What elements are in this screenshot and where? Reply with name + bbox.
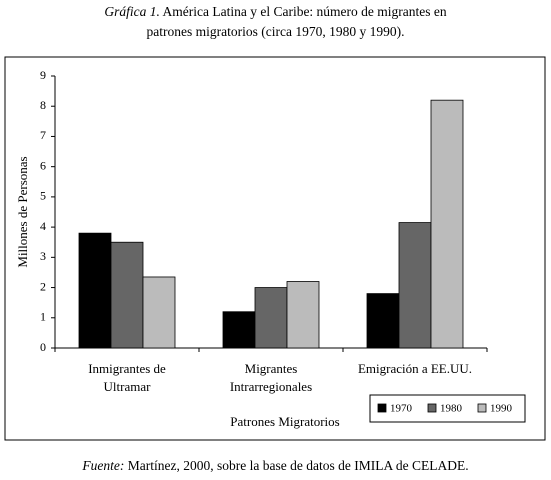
bar: [142, 276, 176, 349]
y-axis-label: Millones de Personas: [15, 156, 30, 267]
title: Gráfica 1. América Latina y el Caribe: n…: [95, 2, 456, 42]
bar: [110, 241, 144, 349]
y-tick-label: 8: [40, 98, 46, 112]
legend-label: 1980: [440, 403, 463, 415]
legend-box: [369, 394, 526, 423]
y-tick-label: 9: [40, 68, 46, 82]
x-tick-label: Emigración a EE.UU.: [357, 361, 473, 376]
x-tick-label: Inmigrantes de Ultramar: [88, 361, 166, 394]
y-tick-label: 4: [40, 219, 46, 233]
x-axis-label: Patrones Migratorios: [230, 414, 339, 429]
bar: [366, 293, 400, 349]
source-label: Fuente:: [82, 458, 125, 473]
source-text: Martínez, 2000, sobre la base de datos d…: [127, 458, 469, 473]
legend-label: 1990: [490, 403, 513, 415]
bar: [286, 281, 320, 349]
source: Fuente: Martínez, 2000, sobre la base de…: [0, 458, 551, 474]
legend-swatch: [477, 403, 487, 413]
y-tick-label: 5: [40, 189, 46, 203]
frame: [4, 56, 546, 441]
bar: [254, 287, 288, 349]
bar: [78, 232, 112, 349]
title-label: Gráfica 1.: [104, 4, 160, 19]
legend-label: 1970: [390, 403, 413, 415]
legend-swatch: [377, 403, 387, 413]
y-tick-label: 1: [40, 310, 46, 324]
y-tick-label: 2: [40, 279, 46, 293]
bar: [430, 99, 464, 349]
title-text: América Latina y el Caribe: número de mi…: [146, 4, 447, 39]
y-tick-label: 6: [40, 158, 46, 172]
legend-swatch: [427, 403, 437, 413]
y-tick-label: 0: [40, 340, 46, 354]
y-tick-label: 7: [40, 128, 46, 142]
x-tick-label: Migrantes Intrarregionales: [229, 361, 313, 394]
y-tick-label: 3: [40, 249, 46, 263]
bar: [222, 311, 256, 349]
bar: [398, 222, 432, 349]
